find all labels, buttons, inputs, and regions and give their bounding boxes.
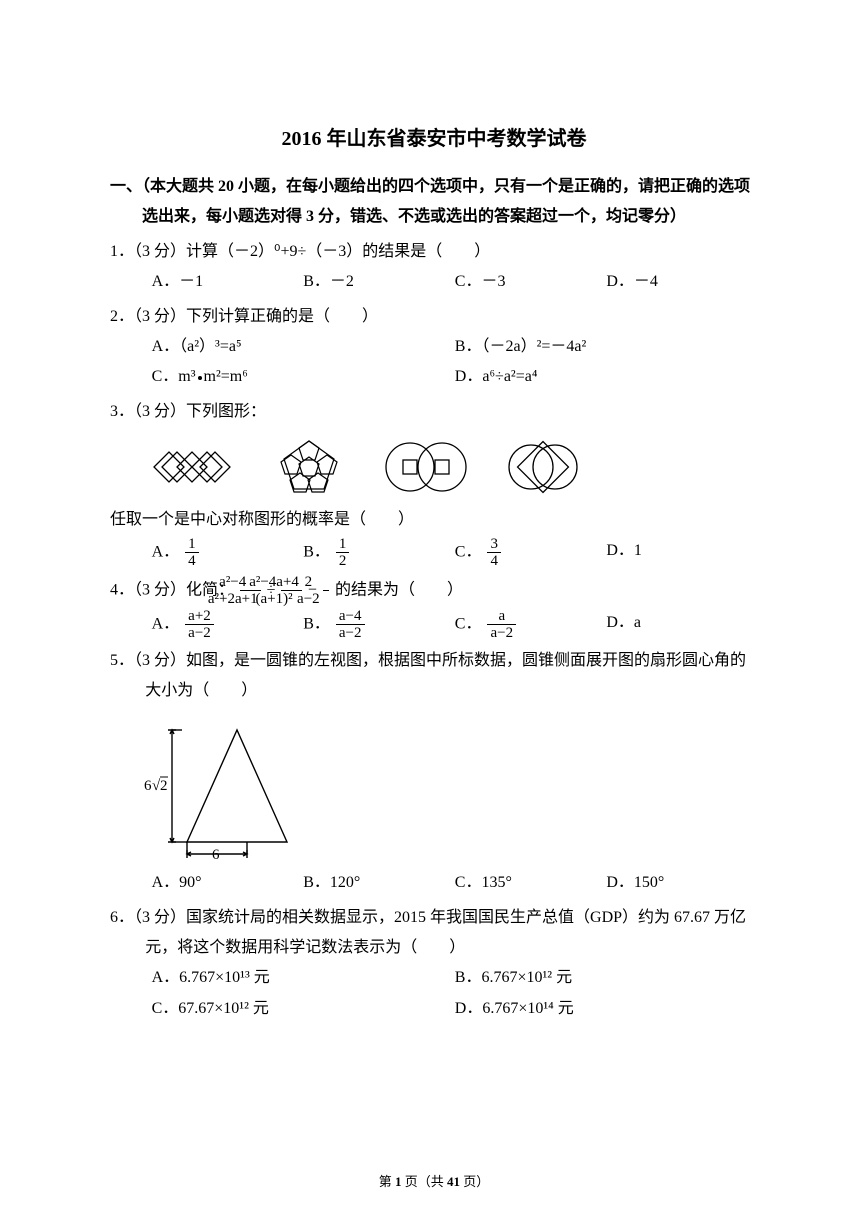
- question-1: 1．（3 分）计算（－2）⁰+9÷（－3）的结果是（ ） A．－1 B．－2 C…: [110, 237, 758, 298]
- q3-b-frac: 12: [334, 536, 352, 570]
- q6-num: 6．: [110, 909, 134, 926]
- footer-pre: 第: [379, 1174, 395, 1189]
- dot-icon: [198, 376, 202, 380]
- question-2: 2．（3 分）下列计算正确的是（ ） A．（a²）³=a⁵ B．（－2a）²=－…: [110, 302, 758, 393]
- q2-opt-a: A．（a²）³=a⁵: [152, 332, 455, 362]
- q5-base-label: 6: [212, 847, 220, 862]
- q6-text: 国家统计局的相关数据显示，2015 年我国国民生产总值（GDP）约为 67.67…: [145, 909, 746, 956]
- q6-opt-b: B．6.767×10¹² 元: [455, 963, 758, 993]
- q1-opt-c: C．－3: [455, 267, 607, 297]
- q3-opt-c: C． 34: [455, 536, 607, 570]
- q3-options: A． 14 B． 12 C． 34 D．1: [110, 536, 758, 570]
- q4-a-label: A．: [152, 615, 180, 632]
- q5-figure-wrap: 6 √ 2 6: [110, 712, 758, 862]
- q3-figure-3: [376, 435, 476, 499]
- q1-opt-d: D．－4: [606, 267, 758, 297]
- q2-options-row2: C．m³ m²=m⁶ D．a⁶÷a²=a⁴: [110, 362, 758, 392]
- q4-a-frac: a+2a−2: [183, 608, 216, 642]
- q6-opt-d: D．6.767×10¹⁴ 元: [455, 994, 758, 1024]
- svg-text:2: 2: [160, 778, 168, 794]
- q5-points: （3 分）: [134, 652, 186, 669]
- q6-opt-a: A．6.767×10¹³ 元: [152, 963, 455, 993]
- q3-c-label: C．: [455, 543, 482, 560]
- q2-opt-d: D．a⁶÷a²=a⁴: [455, 362, 758, 392]
- q3-c-frac: 34: [485, 536, 503, 570]
- q5-text: 如图，是一圆锥的左视图，根据图中所标数据，圆锥侧面展开图的扇形圆心角的大小为（ …: [145, 652, 746, 699]
- q2-num: 2．: [110, 308, 134, 325]
- question-3: 3．（3 分）下列图形：: [110, 397, 758, 570]
- q5-stem: 5．（3 分）如图，是一圆锥的左视图，根据图中所标数据，圆锥侧面展开图的扇形圆心…: [110, 646, 758, 707]
- q3-figure-1: [142, 435, 242, 499]
- q4-c-label: C．: [455, 615, 482, 632]
- q3-a-label: A．: [152, 543, 180, 560]
- q5-opt-b: B．120°: [303, 868, 455, 898]
- exam-page: 2016 年山东省泰安市中考数学试卷 一、（本大题共 20 小题，在每小题给出的…: [0, 0, 868, 1227]
- section-heading: 一、（本大题共 20 小题，在每小题给出的四个选项中，只有一个是正确的，请把正确…: [110, 172, 758, 233]
- q2-c-pre: C．m³: [152, 368, 196, 385]
- q3-num: 3．: [110, 403, 134, 420]
- q3-b-label: B．: [303, 543, 330, 560]
- q6-options-row1: A．6.767×10¹³ 元 B．6.767×10¹² 元: [110, 963, 758, 993]
- q1-options: A．－1 B．－2 C．－3 D．－4: [110, 267, 758, 297]
- footer-total-pages: 41: [447, 1174, 460, 1189]
- q3-figure-4: [498, 435, 588, 499]
- footer-post: 页）: [460, 1174, 489, 1189]
- q3-post: 任取一个是中心对称图形的概率是（ ）: [110, 505, 758, 535]
- q4-b-frac: a−4a−2: [334, 608, 367, 642]
- q1-points: （3 分）: [134, 243, 186, 260]
- q3-a-frac: 14: [183, 536, 201, 570]
- q6-opt-c: C．67.67×10¹² 元: [152, 994, 455, 1024]
- q1-opt-a: A．－1: [152, 267, 304, 297]
- q5-opt-c: C．135°: [455, 868, 607, 898]
- q5-cone-figure: 6 √ 2 6: [142, 712, 312, 862]
- q6-points: （3 分）: [134, 909, 186, 926]
- q2-opt-b: B．（－2a）²=－4a²: [455, 332, 758, 362]
- page-footer: 第 1 页（共 41 页）: [0, 1170, 868, 1195]
- q1-stem: 1．（3 分）计算（－2）⁰+9÷（－3）的结果是（ ）: [110, 237, 758, 267]
- q2-opt-c: C．m³ m²=m⁶: [152, 362, 455, 392]
- q4-points: （3 分）: [134, 581, 186, 598]
- q4-options: A． a+2a−2 B． a−4a−2 C． aa−2 D．a: [110, 608, 758, 642]
- q3-figure-row: [110, 435, 758, 499]
- footer-mid: 页（共: [401, 1174, 447, 1189]
- q4-stem: 4．（3 分）化简： a²−4a²+2a+1 ÷ a²−4a+4(a+1)² −…: [110, 574, 758, 608]
- q2-c-post: m²=m⁶: [204, 368, 248, 385]
- q3-figure-2: [264, 435, 354, 499]
- svg-text:6: 6: [144, 778, 152, 794]
- question-4: 4．（3 分）化简： a²−4a²+2a+1 ÷ a²−4a+4(a+1)² −…: [110, 574, 758, 642]
- q4-opt-b: B． a−4a−2: [303, 608, 455, 642]
- q4-num: 4．: [110, 581, 134, 598]
- q4-opt-d: D．a: [606, 608, 758, 642]
- q4-post: 的结果为（ ）: [335, 581, 463, 598]
- question-6: 6．（3 分）国家统计局的相关数据显示，2015 年我国国民生产总值（GDP）约…: [110, 903, 758, 1025]
- page-title: 2016 年山东省泰安市中考数学试卷: [110, 120, 758, 158]
- q3-opt-a: A． 14: [152, 536, 304, 570]
- question-5: 5．（3 分）如图，是一圆锥的左视图，根据图中所标数据，圆锥侧面展开图的扇形圆心…: [110, 646, 758, 899]
- q6-options-row2: C．67.67×10¹² 元 D．6.767×10¹⁴ 元: [110, 994, 758, 1024]
- q3-opt-d: D．1: [606, 536, 758, 570]
- q2-points: （3 分）: [134, 308, 186, 325]
- q5-opt-d: D．150°: [606, 868, 758, 898]
- q2-options-row1: A．（a²）³=a⁵ B．（－2a）²=－4a²: [110, 332, 758, 362]
- q3-stem: 3．（3 分）下列图形：: [110, 397, 758, 427]
- q3-text: 下列图形：: [186, 403, 266, 420]
- q5-opt-a: A．90°: [152, 868, 304, 898]
- q2-stem: 2．（3 分）下列计算正确的是（ ）: [110, 302, 758, 332]
- q1-text: 计算（－2）⁰+9÷（－3）的结果是（ ）: [186, 243, 490, 260]
- q3-points: （3 分）: [134, 403, 186, 420]
- q2-text: 下列计算正确的是（ ）: [186, 308, 378, 325]
- q4-frac3: 2a−2: [321, 574, 331, 608]
- q1-num: 1．: [110, 243, 134, 260]
- q4-c-frac: aa−2: [485, 608, 518, 642]
- q4-b-label: B．: [303, 615, 330, 632]
- q6-stem: 6．（3 分）国家统计局的相关数据显示，2015 年我国国民生产总值（GDP）约…: [110, 903, 758, 964]
- q4-opt-a: A． a+2a−2: [152, 608, 304, 642]
- q1-opt-b: B．－2: [303, 267, 455, 297]
- q4-opt-c: C． aa−2: [455, 608, 607, 642]
- q3-opt-b: B． 12: [303, 536, 455, 570]
- q5-num: 5．: [110, 652, 134, 669]
- q5-options: A．90° B．120° C．135° D．150°: [110, 868, 758, 898]
